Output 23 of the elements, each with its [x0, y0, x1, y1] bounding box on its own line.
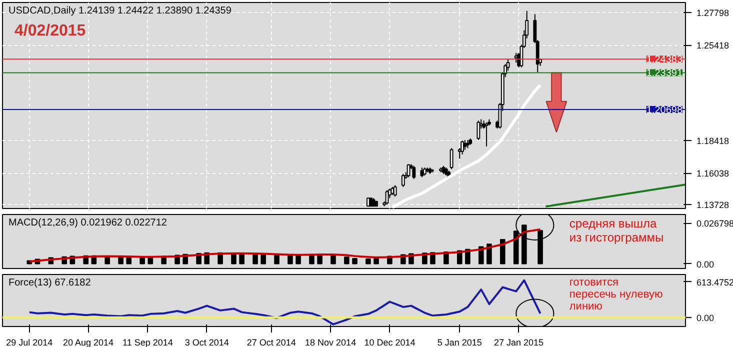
y-tick-label: 1.25418 — [696, 40, 730, 51]
x-tick-label: 27 Oct 2014 — [246, 338, 296, 347]
x-tick-label: 5 Jan 2015 — [437, 338, 482, 347]
annotation: средняя вышла из гисторграммы — [569, 216, 664, 244]
x-tick-label: 27 Jan 2015 — [494, 338, 544, 347]
x-tick-label: 10 Dec 2014 — [364, 338, 416, 347]
chart-title: MACD(12,26,9) 0.021962 0.022712 — [8, 218, 168, 228]
annotation: 4/02/2015 — [14, 22, 86, 40]
x-tick-label: 20 Aug 2014 — [63, 338, 114, 347]
ref-line-label: 1.23391 — [646, 68, 683, 80]
annotation: готовится пересечь нулевую линию — [569, 276, 663, 312]
x-tick-label: 18 Nov 2014 — [305, 338, 356, 347]
y-tick-label: 1.18418 — [696, 136, 730, 146]
x-tick-label: 3 Oct 2014 — [184, 338, 229, 347]
y-tick-label: 1.16038 — [696, 168, 730, 179]
x-tick-label: 11 Sep 2014 — [122, 338, 173, 347]
y-tick-label: 1.27798 — [696, 8, 730, 18]
y-tick-label: 0.00 — [696, 312, 714, 323]
chart-title: USDCAD,Daily 1.24139 1.24422 1.23890 1.24359 — [8, 6, 232, 16]
y-tick-label: 0.00 — [696, 259, 714, 270]
chart-title: Force(13) 67.6182 — [8, 278, 92, 288]
x-tick-label: 29 Jul 2014 — [6, 338, 53, 347]
y-tick-label: 1.13728 — [696, 200, 730, 210]
